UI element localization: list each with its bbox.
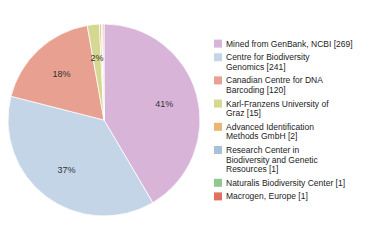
legend-item: Research Center inBiodiversity and Genet… (214, 145, 318, 174)
legend-swatch (214, 40, 222, 48)
legend-swatch (214, 53, 222, 61)
chart-root: 41% 37% 18% 2% Mined from GenBank, NCBI [269… (0, 0, 380, 240)
legend-item: Centre for BiodiversityGenomics [241] (214, 52, 310, 72)
legend-label-line: Canadian Centre for DNA (226, 75, 323, 85)
pie-slice (101, 24, 104, 120)
legend-label-line: Karl-Franzens University of (226, 99, 329, 109)
legend-swatch (214, 179, 222, 187)
legend-item: Karl-Franzens University ofGraz [15] (214, 99, 329, 119)
legend-swatch (214, 100, 222, 108)
data-label: 37% (58, 165, 76, 175)
legend-label: Macrogen, Europe [1] (226, 191, 308, 201)
legend-label: Advanced IdentificationMethods GmbH [2] (226, 122, 314, 142)
legend-label-line: Biodiversity and Genetic (226, 155, 318, 165)
legend-label-line: Advanced Identification (226, 122, 314, 132)
legend-label-line: Naturalis Biodiversity Center [1] (226, 178, 345, 188)
legend-label-line: Resources [1] (226, 164, 278, 174)
data-label: 18% (53, 69, 71, 79)
pie-slice (99, 24, 104, 120)
legend-label: Centre for BiodiversityGenomics [241] (226, 52, 310, 72)
legend-item: Macrogen, Europe [1] (214, 191, 308, 201)
legend-label-line: Macrogen, Europe [1] (226, 191, 308, 201)
data-labels: 41% 37% 18% 2% (53, 53, 174, 175)
legend: Mined from GenBank, NCBI [269] Centre for… (214, 39, 353, 202)
legend-label-line: Graz [15] (226, 108, 261, 118)
legend-label-line: Centre for Biodiversity (226, 52, 310, 62)
legend-label-line: Genomics [241] (226, 62, 286, 72)
legend-item: Naturalis Biodiversity Center [1] (214, 178, 345, 188)
legend-swatch (214, 123, 222, 131)
legend-item: Advanced IdentificationMethods GmbH [2] (214, 122, 314, 142)
legend-label-line: Mined from GenBank, NCBI [269] (226, 39, 353, 49)
pie-slice (87, 24, 104, 120)
legend-label: Mined from GenBank, NCBI [269] (226, 39, 353, 49)
legend-swatch (214, 192, 222, 200)
legend-label: Canadian Centre for DNABarcoding [120] (226, 75, 323, 95)
data-label: 41% (155, 99, 173, 109)
legend-item: Mined from GenBank, NCBI [269] (214, 39, 353, 49)
legend-label-line: Barcoding [120] (226, 85, 286, 95)
legend-item: Canadian Centre for DNABarcoding [120] (214, 75, 323, 95)
legend-swatch (214, 146, 222, 154)
legend-label-line: Methods GmbH [2] (226, 131, 297, 141)
legend-label: Naturalis Biodiversity Center [1] (226, 178, 345, 188)
legend-swatch (214, 76, 222, 84)
legend-label-line: Research Center in (226, 145, 300, 155)
pie-slice (102, 24, 104, 120)
data-label: 2% (91, 53, 104, 63)
pie (8, 24, 200, 216)
legend-label: Research Center inBiodiversity and Genet… (226, 145, 318, 174)
pie-slice (103, 24, 105, 120)
legend-label: Karl-Franzens University ofGraz [15] (226, 99, 329, 119)
